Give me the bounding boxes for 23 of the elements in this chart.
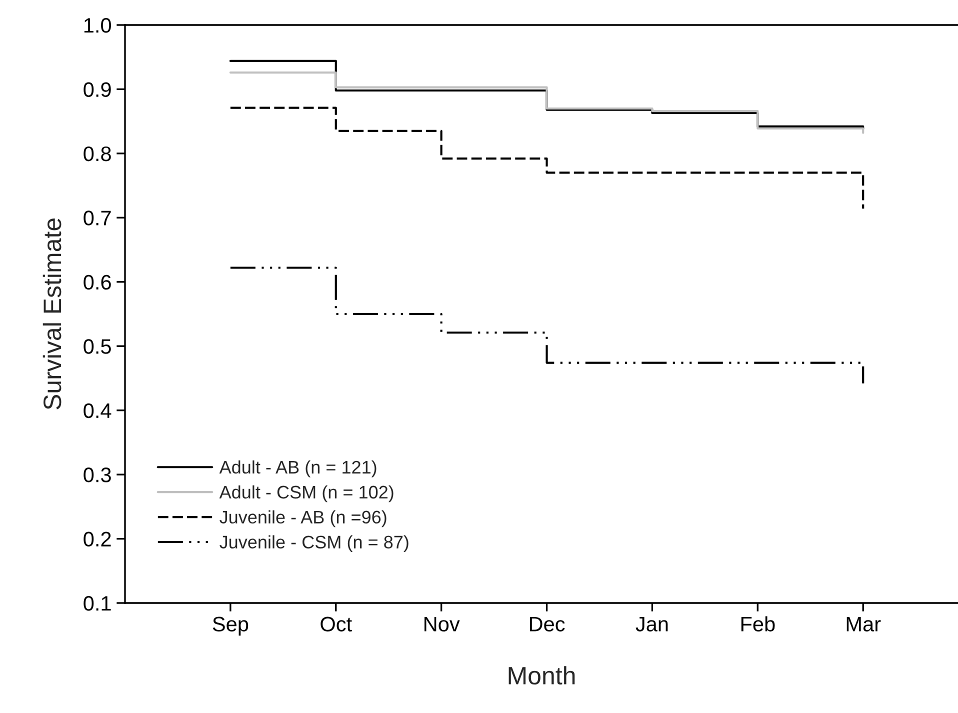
y-tick-label: 0.8 xyxy=(84,146,111,162)
y-tick-label: 0.5 xyxy=(84,339,111,354)
y-tick-label: 0.3 xyxy=(84,468,111,482)
x-tick-label: Nov xyxy=(424,616,460,632)
x-tick-label: Mar xyxy=(846,616,881,632)
y-tick-label: 0.9 xyxy=(84,82,111,97)
x-tick-label: Oct xyxy=(320,616,352,632)
x-axis-title: Month xyxy=(508,666,575,685)
x-tick-label: Jan xyxy=(636,616,668,632)
legend-label: Adult - AB (n = 121) xyxy=(219,460,376,478)
y-tick-label: 0.2 xyxy=(84,532,111,547)
y-tick-label: 1.0 xyxy=(84,18,111,33)
x-tick-label: Feb xyxy=(741,616,775,632)
x-tick-label: Dec xyxy=(530,616,565,632)
y-tick-label: 0.7 xyxy=(84,210,111,226)
y-tick-label: 0.6 xyxy=(84,274,111,290)
legend-label: Juvenile - AB (n =96) xyxy=(220,510,386,528)
y-tick-label: 0.4 xyxy=(84,403,112,418)
legend-label: Juvenile - CSM (n = 87) xyxy=(220,535,408,552)
legend-label: Adult - CSM (n = 102) xyxy=(219,485,394,502)
x-tick-label: Sep xyxy=(212,616,248,636)
y-axis-title: Survival Estimate xyxy=(42,218,62,410)
y-tick-label: 0.1 xyxy=(84,596,111,611)
